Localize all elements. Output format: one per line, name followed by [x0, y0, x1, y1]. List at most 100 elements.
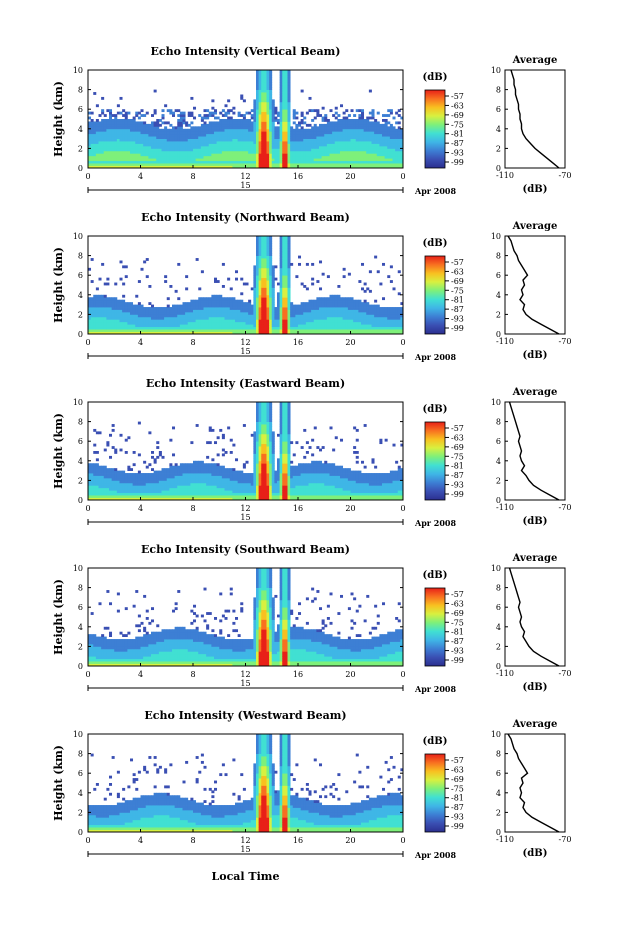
heatmap-cell — [287, 99, 291, 103]
heatmap-cell — [211, 304, 215, 308]
heatmap-cell — [311, 150, 315, 154]
heatmap-cell — [279, 114, 283, 117]
heatmap-cell — [361, 163, 365, 166]
heatmap-cell — [358, 329, 362, 332]
heatmap-cell — [216, 326, 220, 330]
heatmap-cell — [282, 74, 286, 78]
heatmap-cell — [282, 82, 286, 86]
heatmap-cell — [266, 272, 270, 276]
heatmap-cell — [185, 309, 189, 313]
heatmap-cell — [182, 133, 186, 137]
heatmap-cell — [368, 111, 372, 115]
heatmap-cell — [374, 153, 378, 157]
heatmap-cell — [263, 77, 267, 81]
heatmap-cell — [300, 155, 304, 159]
heatmap-cell — [345, 324, 349, 328]
heatmap-cell — [382, 123, 386, 127]
heatmap-cell — [345, 148, 349, 152]
heatmap-cell — [103, 495, 107, 498]
heatmap-cell — [313, 123, 317, 127]
heatmap-cell — [258, 253, 262, 256]
heatmap-cell — [329, 329, 333, 332]
heatmap-cell — [361, 133, 365, 137]
heatmap-cell — [353, 148, 357, 152]
heatmap-cell — [137, 143, 141, 147]
heatmap-cell — [313, 143, 317, 147]
heatmap-cell — [366, 138, 370, 142]
heatmap-cell — [119, 128, 123, 132]
heatmap-cell — [250, 128, 254, 132]
heatmap-cell — [124, 123, 128, 127]
heatmap-cell — [109, 331, 113, 335]
heatmap-cell — [156, 121, 160, 125]
heatmap-cell — [232, 141, 236, 144]
heatmap-cell — [329, 316, 333, 320]
heatmap-cell — [279, 89, 283, 93]
heatmap-cell — [179, 131, 183, 135]
heatmap-cell — [250, 150, 254, 154]
heatmap-cell — [287, 160, 291, 164]
heatmap-cell — [392, 326, 396, 330]
heatmap-cell — [400, 329, 404, 332]
heatmap-cell — [177, 314, 181, 318]
heatmap-cell — [98, 121, 102, 125]
heatmap-cell — [227, 148, 231, 152]
heatmap-cell — [350, 316, 354, 320]
heatmap-cell — [124, 155, 128, 159]
heatmap-cell — [284, 143, 288, 147]
heatmap-cell — [153, 329, 157, 332]
heatmap-cell — [368, 160, 372, 164]
heatmap-cell — [156, 138, 160, 142]
heatmap-cell — [216, 145, 220, 149]
heatmap-cell — [261, 280, 265, 283]
heatmap-cell — [353, 321, 357, 325]
heatmap-cell — [124, 307, 128, 310]
heatmap-cell — [279, 143, 283, 147]
heatmap-cell — [279, 101, 283, 105]
heatmap-cell — [90, 148, 94, 152]
heatmap-cell — [119, 316, 123, 320]
heatmap-cell — [116, 311, 120, 315]
heatmap-cell — [271, 165, 275, 169]
heatmap-cell — [237, 299, 241, 303]
heatmap-cell — [88, 143, 92, 147]
heatmap-cell — [284, 116, 288, 120]
heatmap-cell — [269, 72, 273, 76]
heatmap-cell — [298, 329, 302, 332]
heatmap-cell — [366, 326, 370, 330]
heatmap-cell — [185, 316, 189, 320]
heatmap-cell — [156, 155, 160, 159]
heatmap-cell — [130, 321, 134, 325]
heatmap-cell — [284, 299, 288, 303]
heatmap-cell — [198, 150, 202, 154]
heatmap-cell — [387, 121, 391, 125]
heatmap-cell — [164, 145, 168, 149]
heatmap-cell — [358, 321, 362, 325]
heatmap-cell — [253, 158, 257, 162]
heatmap-cell — [240, 165, 244, 169]
heatmap-cell — [211, 133, 215, 137]
heatmap-cell — [258, 155, 262, 159]
heatmap-cell — [266, 250, 270, 254]
heatmap-cell — [198, 155, 202, 159]
heatmap-cell — [353, 128, 357, 132]
heatmap-cell — [216, 150, 220, 154]
heatmap-cell — [143, 326, 147, 330]
heatmap-cell — [250, 126, 254, 130]
heatmap-cell — [358, 119, 362, 122]
heatmap-cell — [347, 314, 351, 318]
heatmap-cell — [269, 126, 273, 130]
heatmap-cell — [224, 329, 228, 332]
heatmap-cell — [321, 160, 325, 164]
heatmap-cell — [361, 262, 365, 266]
heatmap-cell — [263, 292, 267, 296]
heatmap-cell — [219, 316, 223, 320]
colorbar — [424, 89, 446, 169]
heatmap-cell — [127, 319, 131, 323]
heatmap-cell — [219, 314, 223, 318]
heatmap-cell — [93, 165, 97, 169]
heatmap-cell — [148, 326, 152, 330]
heatmap-cell — [253, 131, 257, 135]
heatmap-cell — [258, 153, 262, 157]
heatmap-cell — [169, 311, 173, 315]
